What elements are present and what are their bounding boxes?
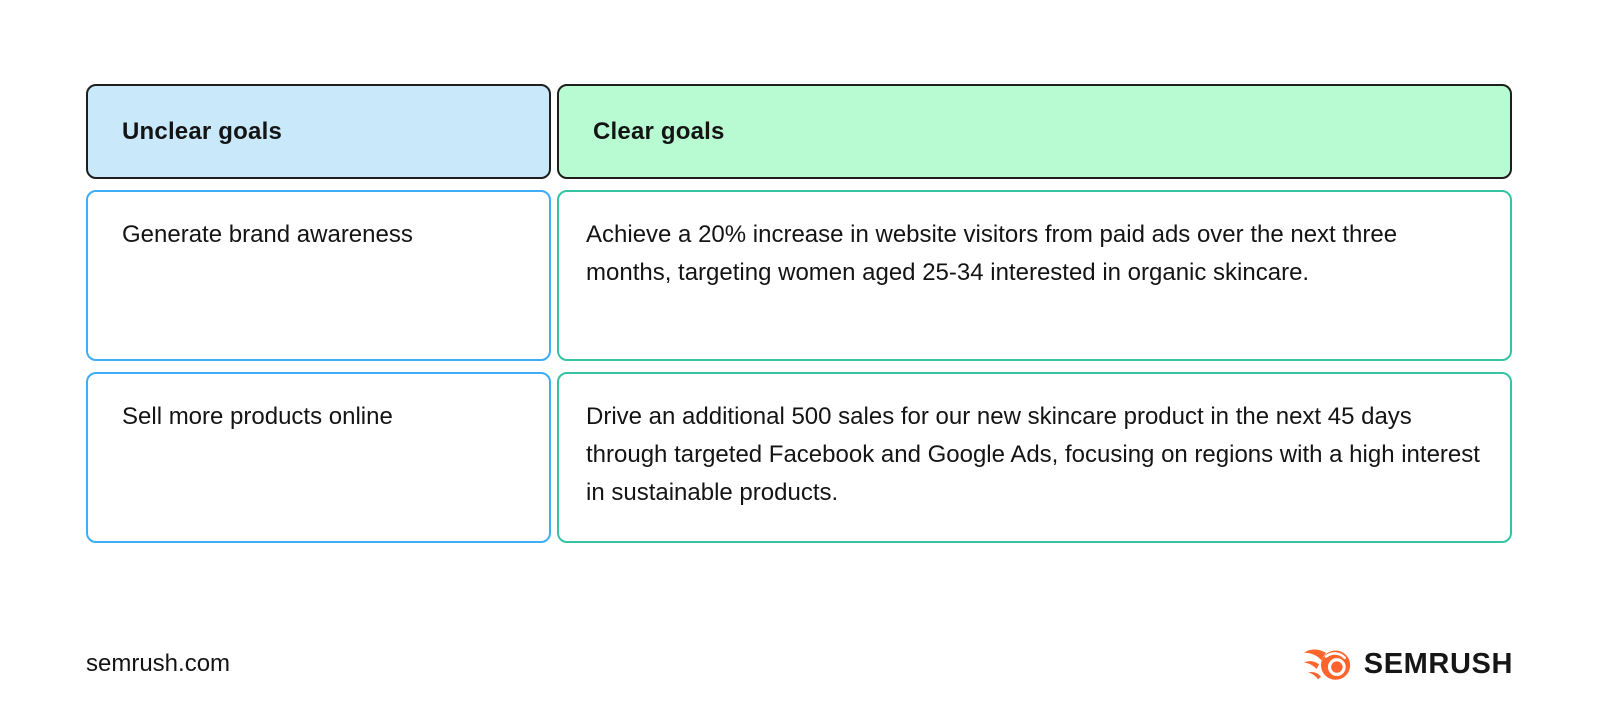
table-cell-unclear-goal-2: Sell more products online <box>86 372 551 543</box>
column-header-unclear-goals: Unclear goals <box>86 84 551 179</box>
column-header-label: Unclear goals <box>122 117 282 145</box>
semrush-wordmark: SEMRUSH <box>1363 647 1513 680</box>
cell-text: Generate brand awareness <box>122 221 413 248</box>
cell-text: Sell more products online <box>122 403 393 430</box>
table-cell-clear-goal-1: Achieve a 20% increase in website visito… <box>557 190 1512 361</box>
semrush-fireball-icon <box>1303 648 1351 681</box>
semrush-logo: SEMRUSH <box>1303 648 1513 681</box>
site-url-label: semrush.com <box>86 650 231 677</box>
column-header-clear-goals: Clear goals <box>557 84 1512 179</box>
goals-comparison-table: Unclear goals Clear goals Generate brand… <box>86 84 1512 543</box>
cell-text: Achieve a 20% increase in website visito… <box>586 221 1398 286</box>
cell-text: Drive an additional 500 sales for our ne… <box>586 403 1480 506</box>
table-cell-unclear-goal-1: Generate brand awareness <box>86 190 551 361</box>
footer: semrush.com SEMRUSH <box>86 642 1513 686</box>
table-cell-clear-goal-2: Drive an additional 500 sales for our ne… <box>557 372 1512 543</box>
column-header-label: Clear goals <box>593 117 725 145</box>
